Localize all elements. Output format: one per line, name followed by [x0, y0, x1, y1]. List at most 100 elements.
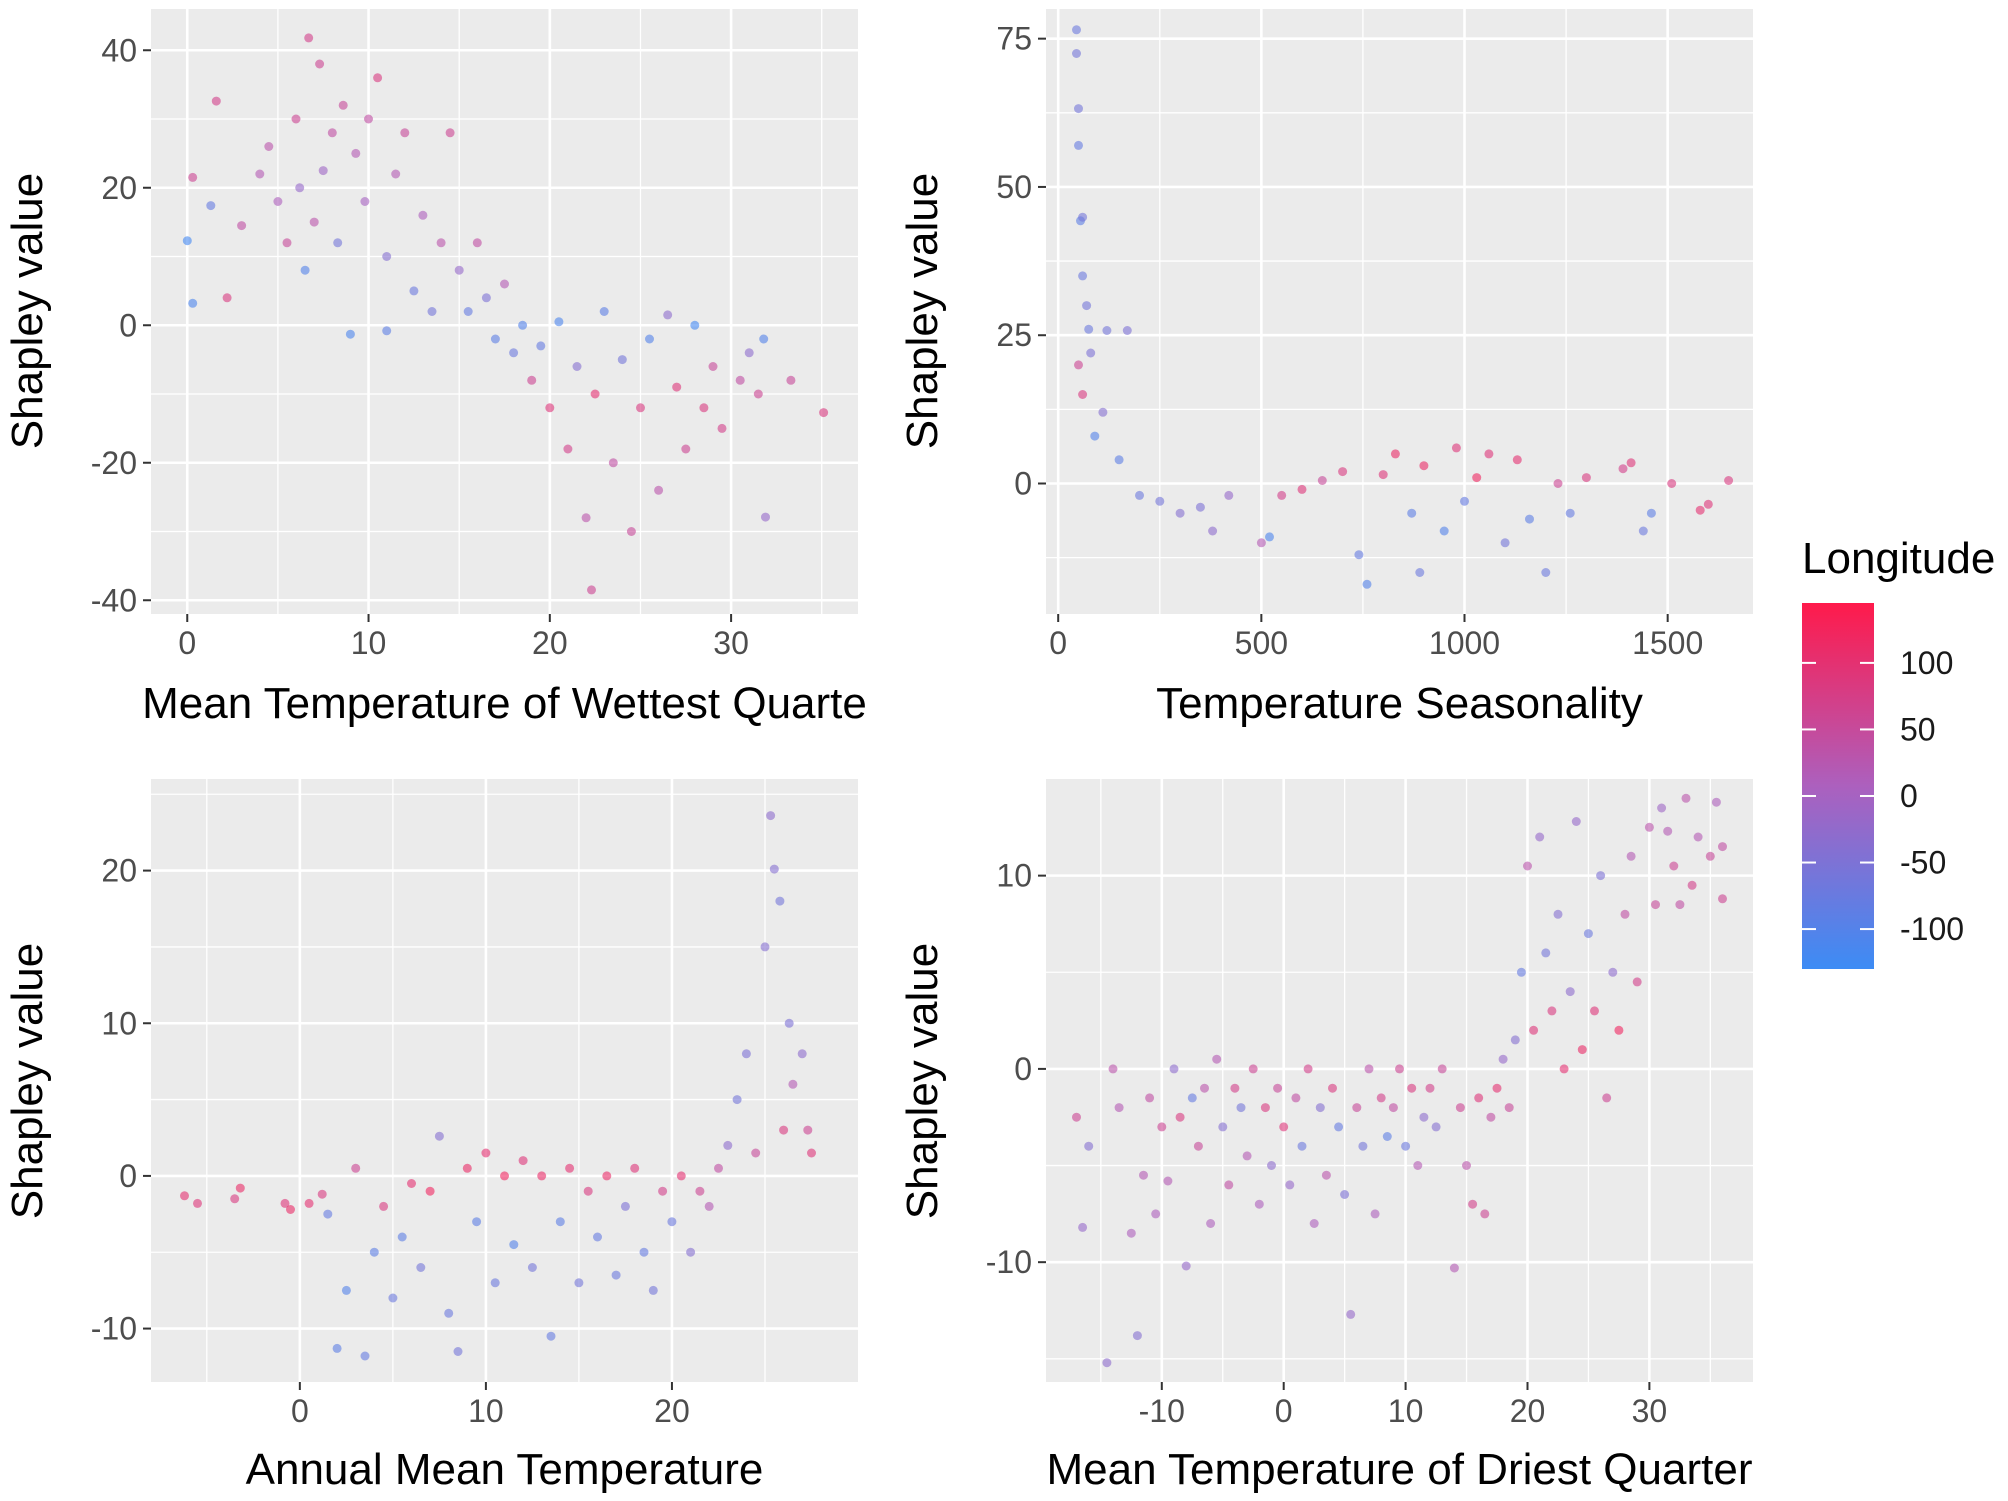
data-point — [1460, 496, 1469, 506]
data-point — [1535, 832, 1545, 842]
data-point — [462, 1163, 472, 1173]
panel-background — [1046, 779, 1753, 1382]
data-point — [1437, 1064, 1447, 1074]
data-point — [1390, 449, 1400, 459]
data-point — [1651, 900, 1660, 910]
data-point — [1474, 1093, 1484, 1103]
data-point — [1388, 1103, 1398, 1113]
data-point — [714, 1163, 723, 1173]
data-point — [509, 1240, 519, 1250]
data-point — [1277, 490, 1287, 500]
data-point — [1102, 326, 1112, 335]
x-tick-label: 10 — [468, 1393, 504, 1429]
data-point — [1078, 390, 1088, 399]
data-point — [648, 1285, 658, 1295]
data-point — [1256, 538, 1266, 548]
data-point — [327, 128, 337, 138]
y-tick-label: 20 — [101, 170, 137, 206]
data-point — [1523, 861, 1532, 871]
data-point — [654, 485, 664, 495]
data-point — [391, 169, 401, 179]
data-point — [1139, 1170, 1148, 1180]
data-point — [317, 1189, 327, 1199]
data-point — [527, 1263, 537, 1272]
y-tick-label: 10 — [101, 1005, 137, 1041]
data-point — [545, 403, 555, 413]
data-point — [1265, 532, 1274, 542]
data-point — [1415, 568, 1425, 577]
data-point — [1169, 1064, 1179, 1074]
data-point — [463, 307, 473, 316]
data-point — [1315, 1103, 1325, 1113]
data-point — [1626, 458, 1636, 468]
data-point — [360, 1351, 370, 1361]
data-point — [400, 128, 410, 138]
data-point — [617, 355, 627, 365]
y-tick-label: 0 — [1014, 466, 1032, 502]
data-point — [797, 1049, 807, 1059]
data-point — [206, 201, 216, 211]
data-point — [445, 128, 455, 138]
data-point — [255, 169, 265, 179]
data-point — [1646, 508, 1656, 518]
data-point — [1581, 473, 1591, 483]
data-point — [1590, 1006, 1599, 1016]
data-point — [180, 1191, 189, 1201]
data-point — [744, 348, 754, 358]
data-point — [1187, 1093, 1197, 1103]
data-point — [1074, 360, 1083, 370]
data-point — [1419, 1112, 1429, 1122]
data-point — [481, 1148, 491, 1158]
data-point — [425, 1186, 435, 1196]
data-point — [382, 326, 392, 336]
data-point — [500, 279, 509, 289]
data-point — [1618, 464, 1628, 474]
data-point — [1098, 407, 1108, 417]
y-tick-label: 40 — [101, 32, 137, 68]
data-point — [222, 293, 232, 303]
data-point — [1072, 1112, 1081, 1122]
x-axis-title: Mean Temperature of Wettest Quarte — [142, 679, 867, 728]
data-point — [759, 334, 769, 344]
data-point — [1082, 301, 1092, 311]
data-point — [1395, 1064, 1404, 1074]
data-point — [1565, 508, 1575, 518]
data-point — [230, 1194, 240, 1204]
data-points — [1072, 793, 1727, 1368]
data-point — [1695, 505, 1705, 515]
data-point — [1224, 490, 1234, 500]
scatter-panel-1: 0 10 20 30 -40 -20 0 20 40 Mean Temperature of We… — [3, 9, 867, 728]
y-axis-title: Shapley value — [3, 173, 52, 449]
data-point — [1602, 1093, 1612, 1103]
data-point — [819, 408, 829, 418]
data-point — [784, 1018, 794, 1028]
data-point — [1455, 1103, 1465, 1113]
data-point — [280, 1198, 290, 1208]
data-point — [760, 942, 770, 952]
data-point — [527, 375, 537, 385]
data-point — [264, 142, 274, 151]
data-point — [1084, 324, 1094, 334]
data-point — [1074, 104, 1083, 114]
data-point — [537, 1171, 547, 1181]
data-point — [472, 1217, 482, 1227]
data-point — [1340, 1190, 1350, 1199]
data-point — [620, 1201, 630, 1211]
data-point — [1102, 1358, 1112, 1368]
data-point — [1364, 1064, 1374, 1074]
data-point — [766, 811, 776, 821]
data-point — [1486, 1112, 1496, 1122]
longitude-colorbar — [1802, 603, 1874, 969]
x-tick-label: 0 — [291, 1393, 309, 1429]
data-point — [732, 1095, 742, 1105]
y-tick-label: -10 — [91, 1311, 137, 1347]
x-tick-label: 0 — [178, 625, 196, 661]
data-point — [761, 512, 770, 522]
panel-background — [1046, 9, 1753, 614]
data-point — [1724, 476, 1734, 485]
data-point — [1358, 1141, 1368, 1151]
x-tick-label: 20 — [1510, 1393, 1546, 1429]
data-point — [1242, 1151, 1252, 1161]
data-point — [1547, 1006, 1557, 1016]
data-point — [188, 172, 198, 182]
